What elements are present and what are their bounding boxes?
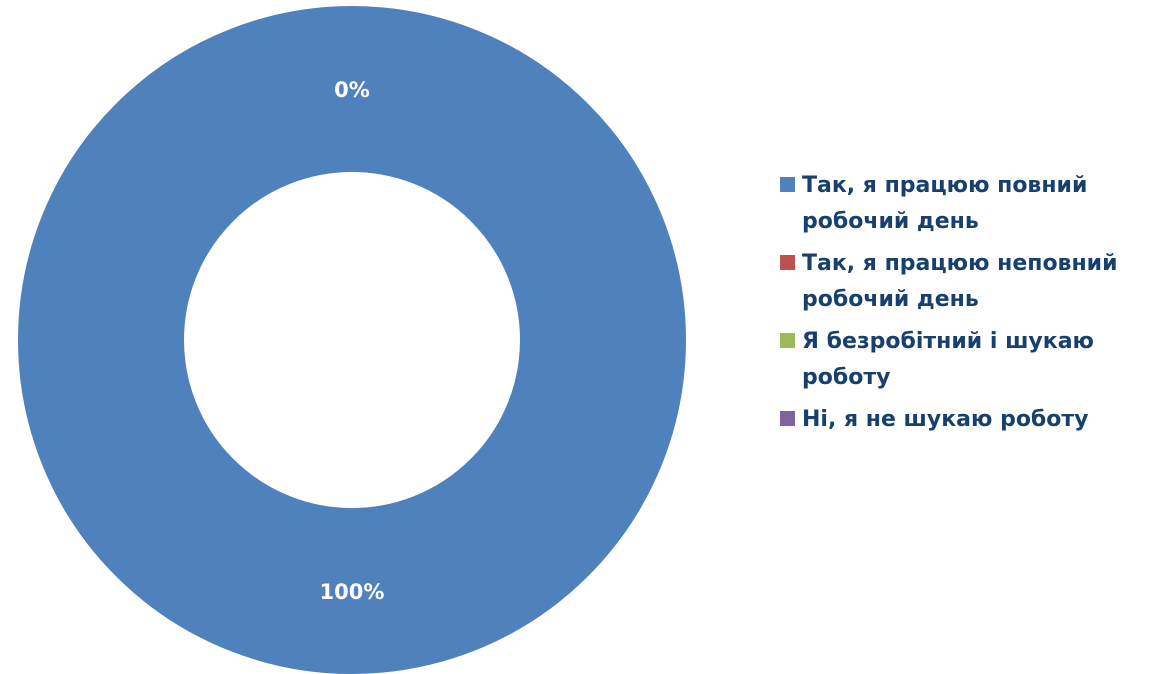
legend-swatch-not-looking (780, 411, 795, 426)
legend-item-full-time: Так, я працюю повний робочий день (780, 168, 1170, 240)
legend-swatch-part-time (780, 255, 795, 270)
legend-item-not-looking: Ні, я не шукаю роботу (780, 402, 1170, 438)
data-label-full-time: 100% (320, 580, 385, 604)
legend-item-part-time: Так, я працюю неповний робочий день (780, 246, 1170, 318)
legend-swatch-unemployed (780, 333, 795, 348)
legend-label-unemployed: Я безробітний і шукаю роботу (802, 324, 1162, 396)
legend-label-full-time: Так, я працюю повний робочий день (802, 168, 1162, 240)
legend: Так, я працюю повний робочий день Так, я… (780, 168, 1170, 444)
legend-item-unemployed: Я безробітний і шукаю роботу (780, 324, 1170, 396)
data-label-zero: 0% (334, 78, 370, 102)
donut-slice-full-time (101, 89, 603, 591)
legend-label-not-looking: Ні, я не шукаю роботу (802, 402, 1162, 438)
legend-label-part-time: Так, я працюю неповний робочий день (802, 246, 1162, 318)
legend-swatch-full-time (780, 177, 795, 192)
donut-svg: 100% 0% (0, 0, 760, 674)
